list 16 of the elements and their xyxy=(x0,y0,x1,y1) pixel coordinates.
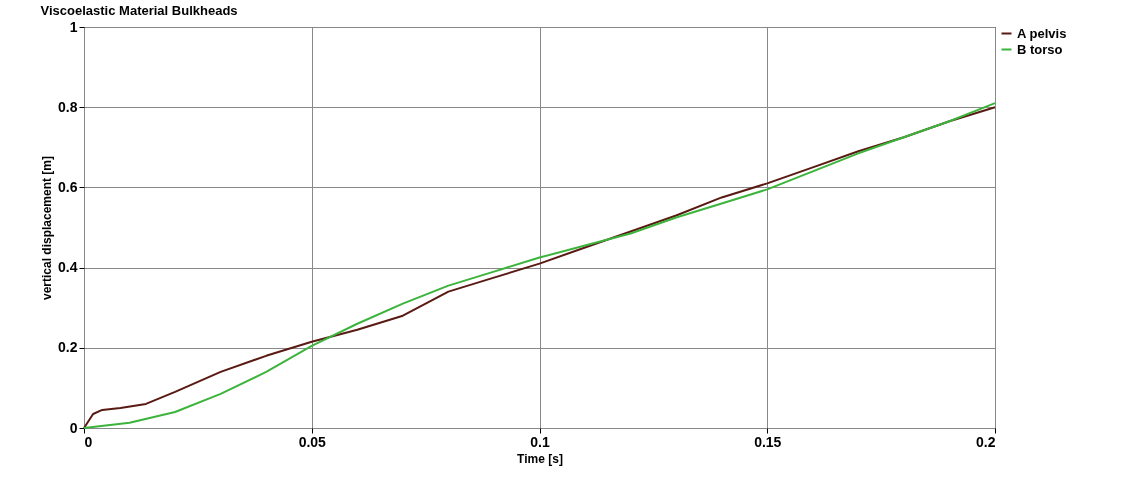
y-tick-label: 0.2 xyxy=(58,339,78,356)
x-tick-label: 0.2 xyxy=(976,433,996,450)
chart-title: Viscoelastic Material Bulkheads xyxy=(40,3,238,18)
x-tick-label: 0.05 xyxy=(298,433,327,450)
legend-label: A pelvis xyxy=(1017,25,1067,41)
x-axis-title: Time [s] xyxy=(517,451,563,466)
y-tick-label: 0.8 xyxy=(58,98,78,115)
x-tick-label: 0.15 xyxy=(754,433,782,450)
y-tick-label: 1 xyxy=(69,18,78,35)
x-tick-label: 0 xyxy=(84,433,93,450)
y-axis-title: vertical displacement [m] xyxy=(40,155,55,301)
y-tick-label: 0 xyxy=(69,419,78,436)
y-tick-label: 0.4 xyxy=(58,259,78,276)
legend-label: B torso xyxy=(1017,41,1063,57)
x-tick-label: 0.1 xyxy=(530,433,550,450)
y-tick-label: 0.6 xyxy=(58,178,78,195)
